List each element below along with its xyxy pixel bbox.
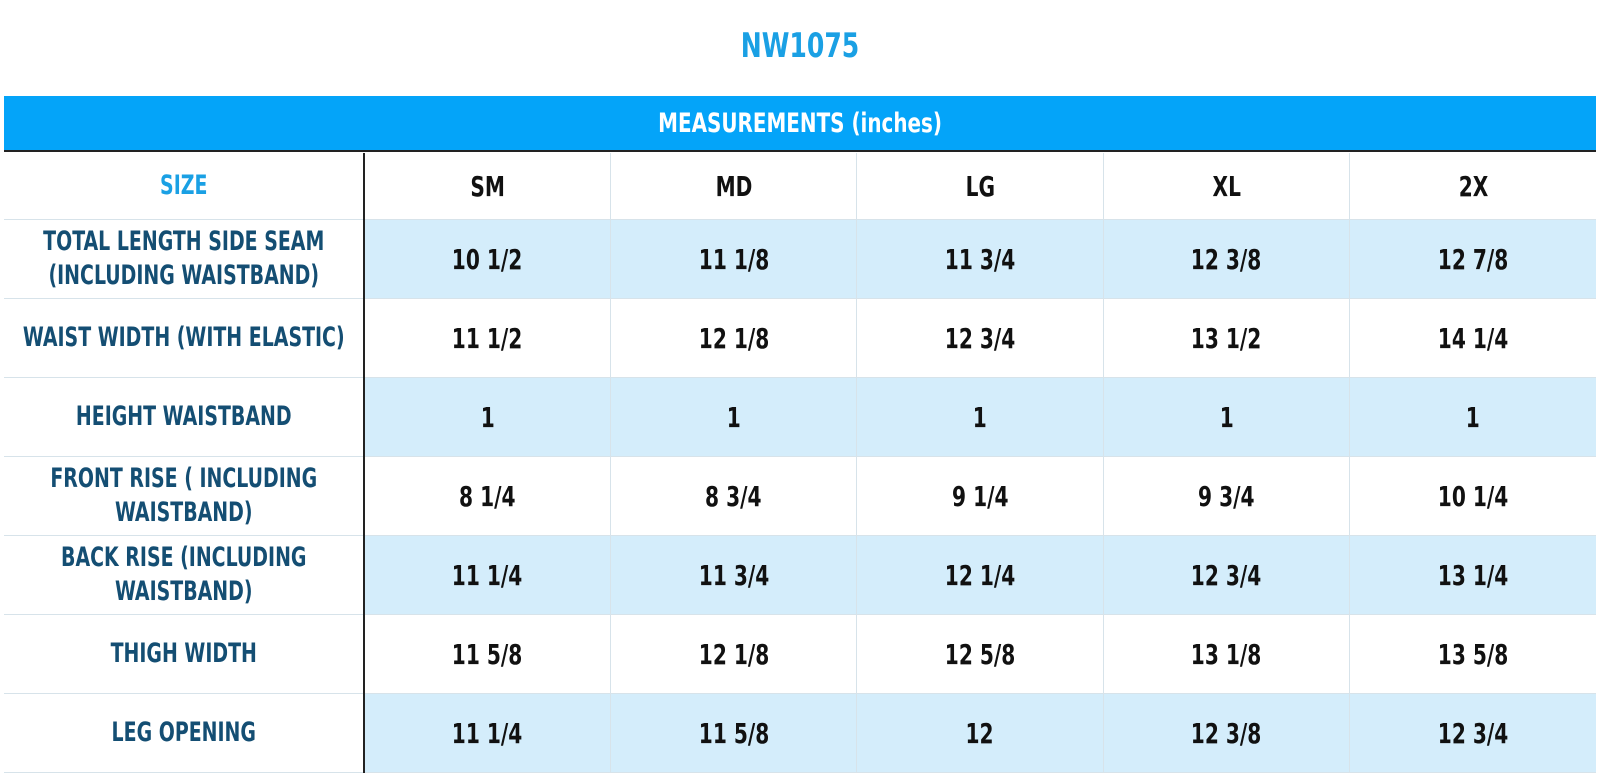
table-cell: 11 5/8 [609,693,857,773]
table-cell: 9 1/4 [856,456,1104,536]
table-row: BACK RISE (INCLUDING WAISTBAND) 11 1/4 1… [4,535,1596,615]
table-cell: 12 3/4 [856,298,1104,378]
table-cell: 10 1/4 [1349,456,1596,536]
table-cell: 11 1/4 [364,693,611,773]
table-cell: 11 3/4 [856,219,1104,299]
table-cell: 11 1/4 [364,535,611,615]
table-cell: 13 1/2 [1102,298,1350,378]
banner-label: MEASUREMENTS (inches) [658,107,942,139]
table-cell: 13 1/8 [1102,614,1350,694]
table-cell: 12 5/8 [856,614,1104,694]
row-label: HEIGHT WAISTBAND [4,377,365,457]
table-row: FRONT RISE ( INCLUDING WAISTBAND) 8 1/4 … [4,456,1596,536]
table-cell: 8 3/4 [609,456,857,536]
table-cell: 1 [856,377,1104,457]
table-cell: 1 [609,377,857,457]
size-header-md: MD [609,153,857,220]
table-cell: 14 1/4 [1349,298,1596,378]
table-cell: 13 5/8 [1349,614,1596,694]
table-cell: 11 3/4 [609,535,857,615]
table-cell: 11 1/2 [364,298,611,378]
table-cell: 10 1/2 [364,219,611,299]
table-cell: 12 3/4 [1349,693,1596,773]
page-title: NW1075 [740,26,860,66]
table-row: LEG OPENING 11 1/4 11 5/8 12 12 3/8 12 3… [4,693,1596,773]
row-label: THIGH WIDTH [4,614,365,694]
table-cell: 13 1/4 [1349,535,1596,615]
table-cell: 11 5/8 [364,614,611,694]
row-label: BACK RISE (INCLUDING WAISTBAND) [4,535,365,615]
table-cell: 12 1/4 [856,535,1104,615]
table-cell: 1 [1102,377,1350,457]
table-cell: 1 [1349,377,1596,457]
row-label: LEG OPENING [4,693,365,773]
table-row: THIGH WIDTH 11 5/8 12 1/8 12 5/8 13 1/8 … [4,614,1596,694]
measurements-banner: MEASUREMENTS (inches) [4,96,1596,152]
table-cell: 12 1/8 [609,614,857,694]
table-cell: 8 1/4 [364,456,611,536]
table-cell: 12 [856,693,1104,773]
size-header-lg: LG [856,153,1104,220]
table-cell: 12 3/4 [1102,535,1350,615]
table-row: WAIST WIDTH (WITH ELASTIC) 11 1/2 12 1/8… [4,298,1596,378]
size-header-sm: SM [364,153,611,220]
table-row: TOTAL LENGTH SIDE SEAM (INCLUDING WAISTB… [4,219,1596,299]
size-header-label: SIZE [4,153,365,220]
table-cell: 12 3/8 [1102,693,1350,773]
row-label: WAIST WIDTH (WITH ELASTIC) [4,298,365,378]
size-header-2x: 2X [1349,153,1596,220]
table-cell: 12 1/8 [609,298,857,378]
table-cell: 11 1/8 [609,219,857,299]
row-label: FRONT RISE ( INCLUDING WAISTBAND) [4,456,365,536]
table-cell: 12 7/8 [1349,219,1596,299]
size-chart-table: SIZE SM MD LG XL 2X TOTAL LENGTH SIDE SE… [4,153,1596,773]
size-header-row: SIZE SM MD LG XL 2X [4,153,1596,220]
size-header-xl: XL [1102,153,1350,220]
table-row: HEIGHT WAISTBAND 1 1 1 1 1 [4,377,1596,457]
table-cell: 12 3/8 [1102,219,1350,299]
table-cell: 1 [364,377,611,457]
table-cell: 9 3/4 [1102,456,1350,536]
row-label: TOTAL LENGTH SIDE SEAM (INCLUDING WAISTB… [4,219,365,299]
